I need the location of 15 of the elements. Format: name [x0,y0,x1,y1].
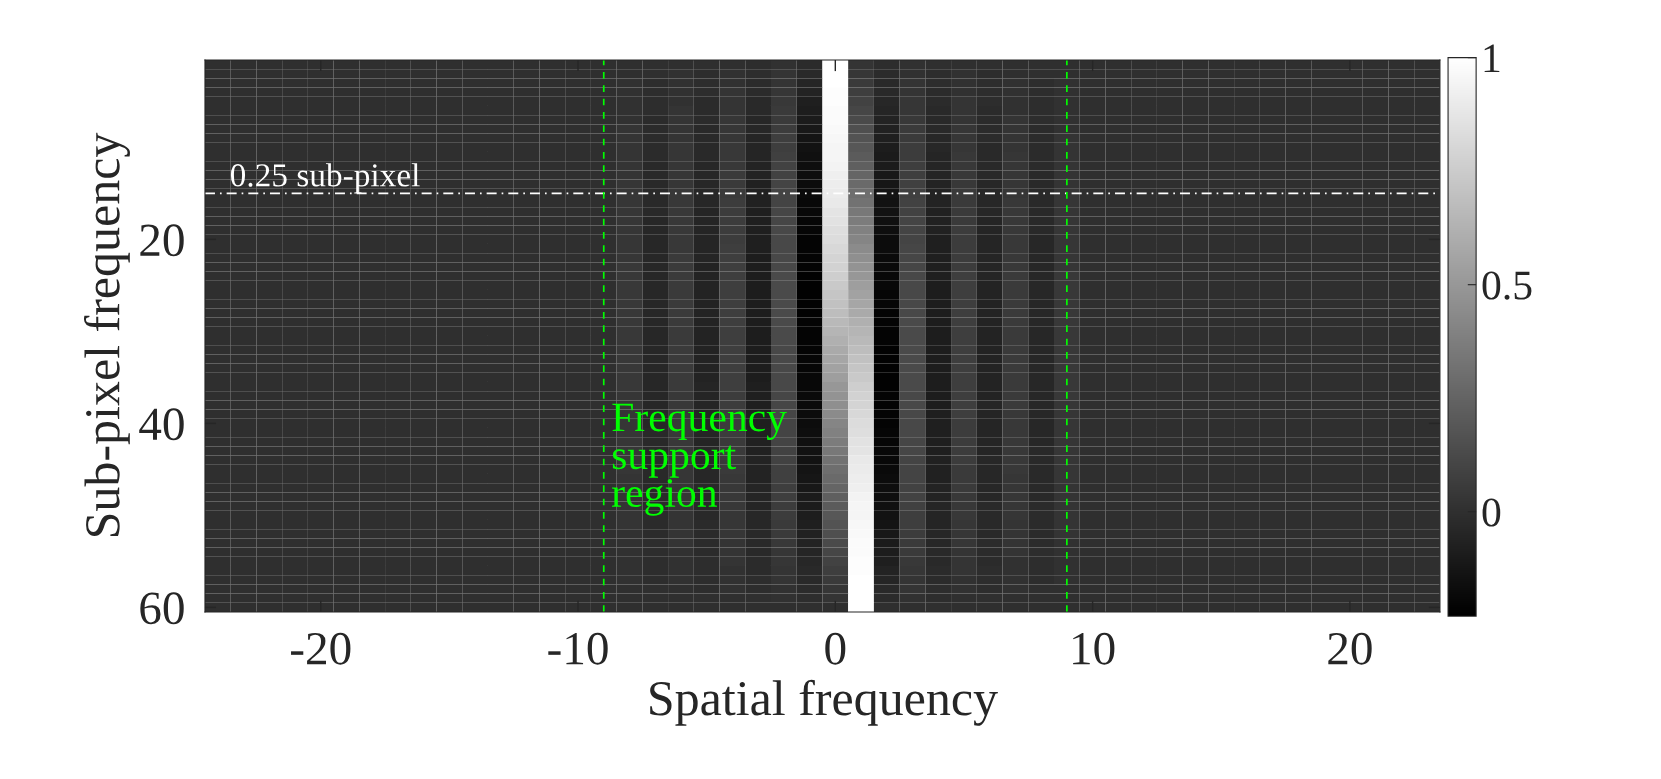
y-tick-label: 40 [139,408,184,441]
y-axis-title: Sub-pixel frequency [83,132,130,537]
x-axis-title: Spatial frequency [650,679,998,726]
color-bar-label: 0 [1482,498,1501,527]
x-tick-label: 20 [1328,632,1372,665]
ref-line-label: 0.25 sub-pixel [230,163,420,194]
color-bar-label: 1 [1484,44,1500,73]
x-tick-label: 10 [1073,632,1115,665]
y-tick-label: 20 [140,224,184,257]
x-tick-label: -10 [548,632,608,665]
x-tick-label: -20 [291,632,351,665]
x-tick-label: 0 [825,632,846,665]
color-bar-label: 0.5 [1482,271,1532,300]
ref-line-label: Frequency support region [612,403,787,516]
y-tick-label: 60 [140,592,184,625]
